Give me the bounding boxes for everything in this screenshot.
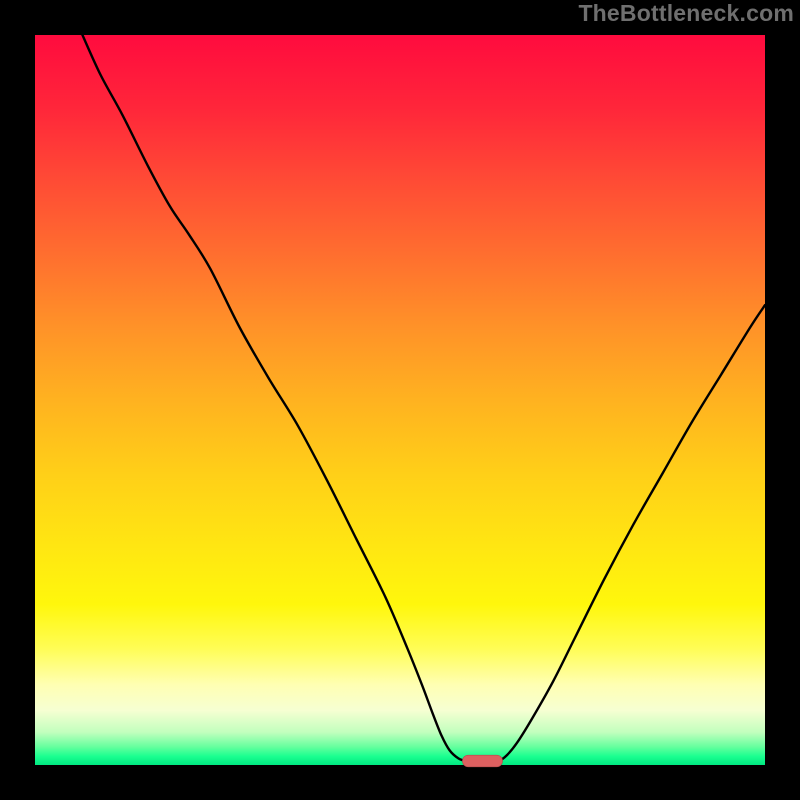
watermark-text: TheBottleneck.com	[578, 0, 794, 27]
optimum-marker	[462, 755, 502, 767]
chart-container: TheBottleneck.com	[0, 0, 800, 800]
gradient-v-chart	[0, 0, 800, 800]
plot-area	[35, 35, 765, 765]
